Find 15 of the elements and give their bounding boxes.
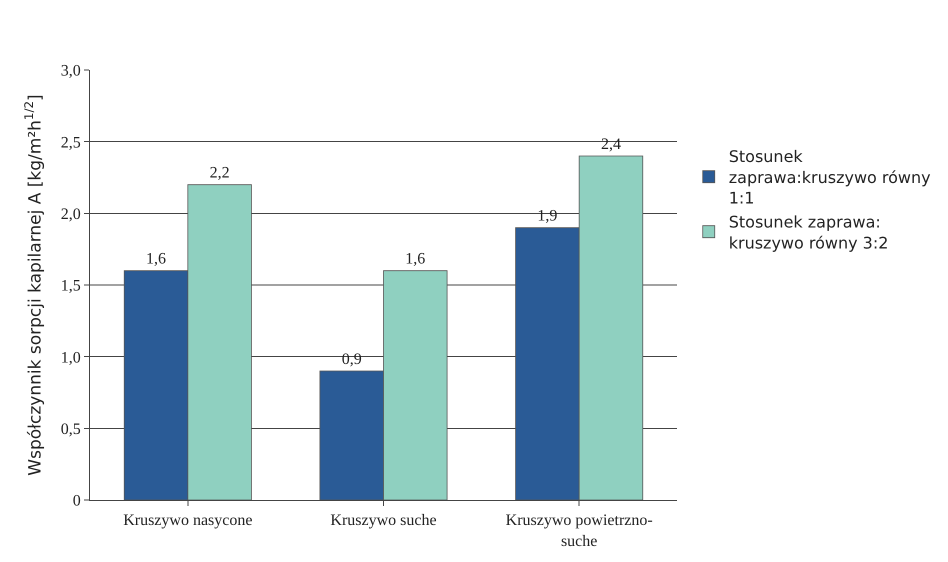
y-tick-label: 0,5	[60, 420, 81, 438]
y-tick-label: 3,0	[60, 62, 81, 80]
data-label: 2,2	[210, 164, 230, 182]
legend-label: Stosunek zaprawa:kruszywo równy 1:1	[728, 147, 931, 208]
x-tick-label: Kruszywo suche	[330, 512, 437, 530]
y-tick-label: 2,5	[60, 134, 81, 152]
y-tick-label: 1,0	[60, 349, 81, 366]
y-tick-label: 0	[72, 492, 81, 510]
x-tick-label: Kruszywo powietrzno-suche	[506, 512, 653, 550]
data-label: 1,6	[146, 250, 166, 268]
data-label: 1,6	[405, 250, 426, 268]
y-tick-label: 1,5	[60, 278, 81, 295]
legend-label: Stosunek zaprawa: kruszywo równy 3:2	[728, 212, 888, 252]
y-tick-label: 2,0	[60, 206, 81, 223]
x-tick-label: Kruszywo nasycone	[123, 512, 252, 530]
